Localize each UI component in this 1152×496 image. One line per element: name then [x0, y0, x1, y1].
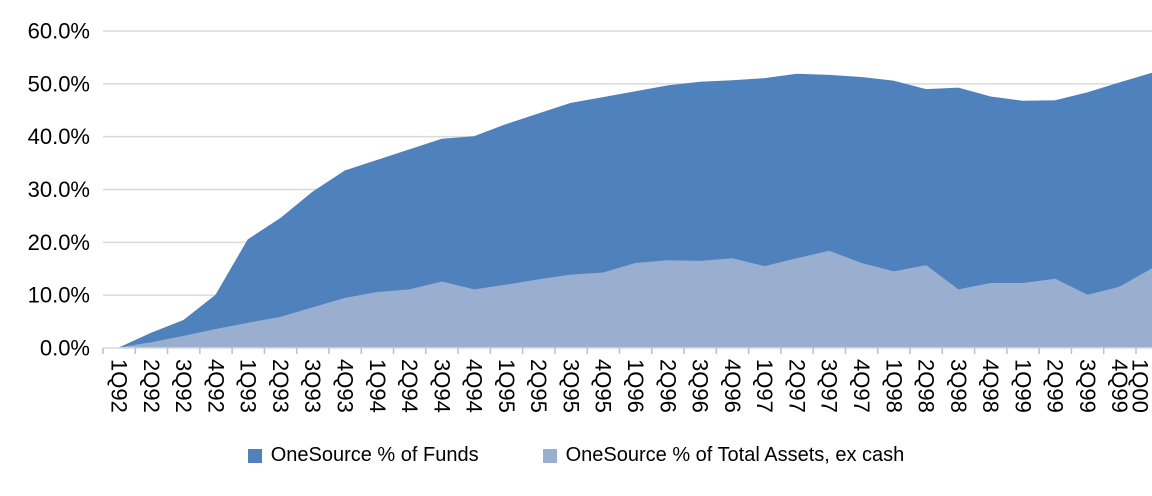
x-axis-label: 1Q99 [1010, 359, 1035, 413]
legend-label-funds: OneSource % of Funds [270, 444, 479, 466]
x-axis-label: 3Q98 [946, 359, 971, 413]
x-axis-label: 1Q96 [623, 359, 648, 413]
y-axis-label: 10.0% [28, 283, 90, 308]
x-axis-label: 4Q92 [203, 359, 228, 413]
y-axis-label: 50.0% [28, 71, 90, 96]
legend-item-assets: OneSource % of Total Assets, ex cash [542, 444, 905, 467]
x-axis-label: 3Q97 [817, 359, 842, 413]
x-axis-label: 4Q93 [332, 359, 357, 413]
legend-swatch-assets [542, 448, 557, 463]
x-axis-label: 4Q96 [720, 359, 745, 413]
legend-item-funds: OneSource % of Funds [247, 444, 479, 467]
x-axis-label: 1Q93 [236, 359, 261, 413]
x-axis-label: 2Q97 [784, 359, 809, 413]
x-axis-label: 2Q96 [655, 359, 680, 413]
y-axis-label: 0.0% [40, 336, 90, 361]
x-axis-label: 2Q99 [1043, 359, 1068, 413]
y-axis-label: 40.0% [28, 124, 90, 149]
chart-legend: OneSource % of Funds OneSource % of Tota… [0, 444, 1152, 467]
x-axis-label: 2Q98 [914, 359, 939, 413]
legend-label-assets: OneSource % of Total Assets, ex cash [565, 444, 905, 466]
x-axis-label: 4Q99 [1107, 359, 1132, 413]
x-axis-label: 2Q93 [268, 359, 293, 413]
y-axis-label: 20.0% [28, 230, 90, 255]
chart-canvas: 0.0% 10.0% 20.0% 30.0% 40.0% 50.0% 60.0% 1Q92 2Q… [28, 19, 1152, 413]
x-axis-label: 1Q98 [881, 359, 906, 413]
legend-swatch-funds [247, 448, 262, 463]
x-axis-label: 1Q92 [107, 359, 132, 413]
x-axis-label: 1Q94 [365, 359, 390, 413]
x-axis-label: 2Q94 [397, 359, 422, 413]
y-axis-label: 60.0% [28, 19, 90, 44]
x-axis-label: 3Q93 [300, 359, 325, 413]
x-axis-label: 4Q98 [978, 359, 1003, 413]
x-axis-label: 4Q95 [591, 359, 616, 413]
x-axis-label: 2Q92 [139, 359, 164, 413]
area-series-assets [118, 250, 1152, 349]
x-axis-label: 1Q95 [494, 359, 519, 413]
x-axis-label: 1Q00 [1128, 359, 1152, 413]
x-axis-label: 1Q97 [752, 359, 777, 413]
x-axis-label: 3Q92 [171, 359, 196, 413]
x-axis-label: 3Q99 [1075, 359, 1100, 413]
x-axis-label: 3Q95 [558, 359, 583, 413]
x-axis-label: 4Q97 [849, 359, 874, 413]
x-axis-label: 4Q94 [462, 359, 487, 413]
x-axis-label: 3Q96 [688, 359, 713, 413]
x-axis-label: 3Q94 [429, 359, 454, 413]
x-axis-label: 2Q95 [526, 359, 551, 413]
y-axis-label: 30.0% [28, 177, 90, 202]
